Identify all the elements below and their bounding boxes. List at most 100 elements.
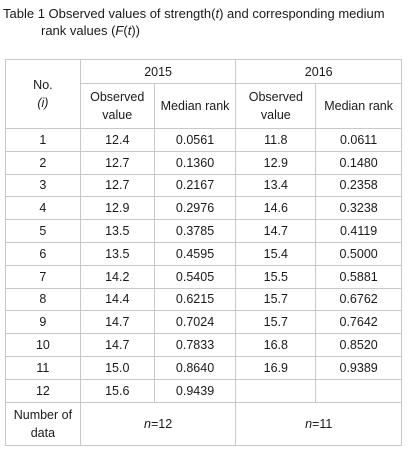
cell-no: 7	[5, 264, 81, 289]
cell-median-2016: 0.7642	[315, 310, 402, 335]
footer-row: Number of data n=12 n=11	[5, 401, 402, 446]
header-year-2015: 2015	[79, 59, 237, 84]
table-row: 12 15.6 0.9439	[5, 378, 402, 403]
cell-median-2015: 0.7024	[153, 310, 237, 335]
cell-observed-2015: 12.7	[79, 150, 155, 175]
cell-observed-2016: 15.7	[235, 310, 317, 335]
footer-n-var: n	[144, 416, 151, 431]
header-no-label: No.	[33, 78, 53, 92]
cell-observed-2015: 12.4	[79, 128, 155, 152]
cell-no: 9	[5, 310, 81, 335]
footer-label: Number of data	[5, 401, 81, 446]
footer-n-2016: n=11	[235, 401, 402, 446]
header-no: No. (i)	[5, 59, 81, 129]
strength-table: No. (i) 2015 2016 Observed value Median …	[5, 59, 402, 446]
cell-median-2016: 0.9389	[315, 355, 402, 380]
cell-no: 2	[5, 150, 81, 175]
caption-text: (	[123, 23, 128, 38]
cell-median-2015: 0.2167	[153, 173, 237, 198]
cell-median-2016: 0.4119	[315, 219, 402, 243]
cell-median-2015: 0.6215	[153, 287, 237, 312]
cell-observed-2016: 16.9	[235, 355, 317, 380]
cell-median-2015: 0.0561	[153, 128, 237, 152]
cell-observed-2015: 13.5	[79, 219, 155, 243]
cell-observed-2016: 12.9	[235, 150, 317, 175]
cell-observed-2015: 14.7	[79, 310, 155, 335]
caption-var-t: t	[215, 6, 220, 21]
cell-observed-2015: 14.2	[79, 264, 155, 289]
cell-observed-2016: 11.8	[235, 128, 317, 152]
cell-median-2016: 0.5000	[315, 241, 402, 266]
cell-median-2016: 0.5881	[315, 264, 402, 289]
cell-median-2016: 0.1480	[315, 150, 402, 175]
cell-median-2015: 0.2976	[153, 196, 237, 221]
cell-no: 10	[5, 333, 81, 357]
cell-median-2016: 0.8520	[315, 333, 402, 357]
table-row: 9 14.7 0.7024 15.7 0.7642	[5, 310, 402, 335]
table-row: 11 15.0 0.8640 16.9 0.9389	[5, 355, 402, 380]
caption-func-f: F	[115, 23, 124, 38]
cell-observed-2015: 13.5	[79, 241, 155, 266]
cell-observed-2016	[235, 378, 317, 403]
header-year-2016: 2016	[235, 59, 402, 84]
table-row: 3 12.7 0.2167 13.4 0.2358	[5, 173, 402, 198]
footer-n-var: n	[305, 416, 313, 431]
caption-line-1: Table 1 Observed values of strength(t) a…	[3, 5, 403, 22]
table-caption: Table 1 Observed values of strength(t) a…	[3, 5, 403, 39]
caption-text: ))	[131, 23, 141, 38]
footer-n-2015: n=12	[79, 401, 237, 446]
cell-no: 4	[5, 196, 81, 221]
table-row: 8 14.4 0.6215 15.7 0.6762	[5, 287, 402, 312]
cell-observed-2015: 14.7	[79, 333, 155, 357]
cell-median-2016: 0.0611	[315, 128, 402, 152]
header-median-2015: Median rank	[153, 83, 237, 129]
cell-median-2015: 0.7833	[153, 333, 237, 357]
cell-observed-2015: 14.4	[79, 287, 155, 312]
table-row: 7 14.2 0.5405 15.5 0.5881	[5, 264, 402, 289]
caption-text: Table 1 Observed values of strength(	[3, 6, 216, 21]
table-row: 1 12.4 0.0561 11.8 0.0611	[5, 128, 402, 152]
cell-observed-2016: 14.6	[235, 196, 317, 221]
footer-n-value: =12	[150, 416, 173, 431]
cell-median-2015: 0.1360	[153, 150, 237, 175]
cell-observed-2016: 15.5	[235, 264, 317, 289]
cell-median-2016: 0.3238	[315, 196, 402, 221]
footer-n-value: =11	[312, 416, 333, 431]
table-row: 2 12.7 0.1360 12.9 0.1480	[5, 150, 402, 175]
cell-no: 5	[5, 219, 81, 243]
cell-median-2015: 0.5405	[153, 264, 237, 289]
cell-observed-2015: 15.0	[79, 355, 155, 380]
cell-no: 1	[5, 128, 81, 152]
cell-no: 3	[5, 173, 81, 198]
cell-observed-2015: 12.9	[79, 196, 155, 221]
header-median-2016: Median rank	[315, 83, 402, 129]
cell-no: 8	[5, 287, 81, 312]
cell-no: 11	[5, 355, 81, 380]
table-row: 6 13.5 0.4595 15.4 0.5000	[5, 241, 402, 266]
cell-median-2016	[315, 378, 402, 403]
table-row: 5 13.5 0.3785 14.7 0.4119	[5, 219, 402, 243]
cell-median-2015: 0.9439	[153, 378, 237, 403]
cell-no: 12	[5, 378, 81, 403]
cell-observed-2016: 15.7	[235, 287, 317, 312]
table-body: 1 12.4 0.0561 11.8 0.0611 2 12.7 0.1360 …	[5, 128, 402, 403]
table-row: 4 12.9 0.2976 14.6 0.3238	[5, 196, 402, 221]
cell-median-2015: 0.3785	[153, 219, 237, 243]
header-no-var: (i)	[37, 96, 49, 110]
cell-median-2016: 0.6762	[315, 287, 402, 312]
cell-observed-2016: 15.4	[235, 241, 317, 266]
caption-text: rank values (	[41, 23, 116, 38]
cell-no: 6	[5, 241, 81, 266]
table-row: 10 14.7 0.7833 16.8 0.8520	[5, 333, 402, 357]
cell-median-2015: 0.8640	[153, 355, 237, 380]
cell-median-2015: 0.4595	[153, 241, 237, 266]
cell-median-2016: 0.2358	[315, 173, 402, 198]
caption-var-t: t	[127, 23, 132, 38]
caption-line-2: rank values (F(t))	[3, 22, 403, 39]
cell-observed-2015: 15.6	[79, 378, 155, 403]
caption-text: ) and corresponding medium	[219, 6, 385, 21]
cell-observed-2016: 16.8	[235, 333, 317, 357]
header-observed-2015: Observed value	[79, 83, 155, 129]
cell-observed-2015: 12.7	[79, 173, 155, 198]
cell-observed-2016: 13.4	[235, 173, 317, 198]
